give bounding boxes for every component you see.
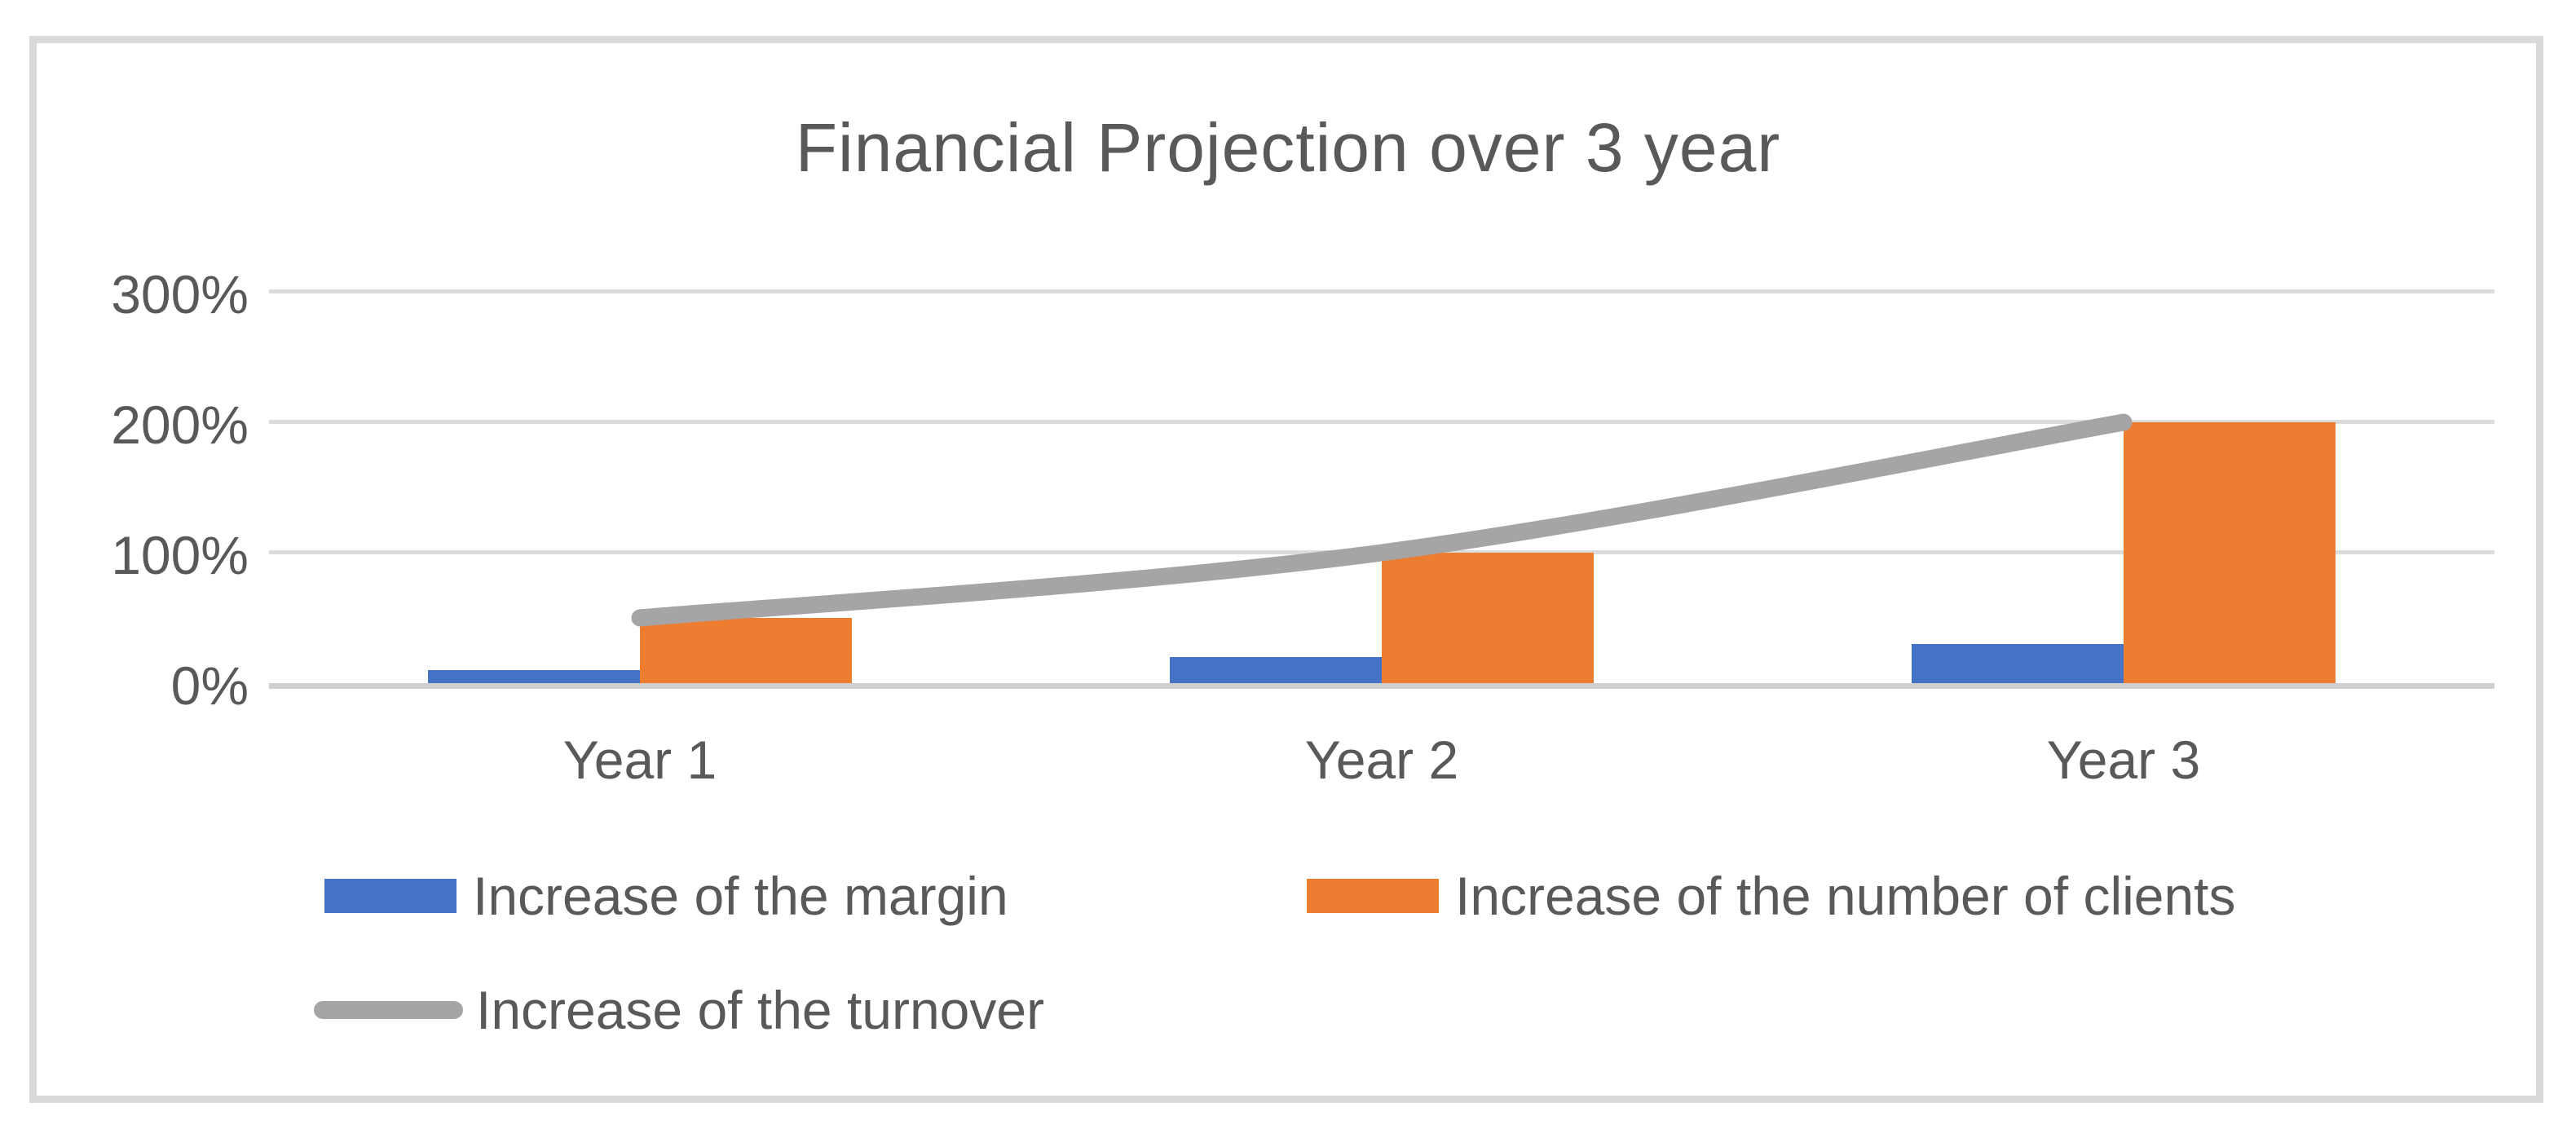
legend-swatch-increase-of-the-margin (324, 879, 457, 913)
gridline-300 (269, 289, 2494, 293)
bar-increase-of-the-margin-year-1 (428, 670, 640, 683)
ytick-300: 300% (111, 264, 249, 324)
x-axis-line (269, 683, 2494, 689)
legend-label-increase-of-the-number-of-clients: Increase of the number of clients (1455, 866, 2236, 926)
xtick-year-2: Year 2 (1304, 730, 1459, 790)
ytick-200: 200% (111, 395, 249, 455)
legend-item-increase-of-the-margin: Increase of the margin (324, 869, 1008, 923)
legend-swatch-increase-of-the-number-of-clients (1307, 879, 1439, 913)
ytick-0: 0% (170, 655, 249, 716)
legend-item-increase-of-the-turnover: Increase of the turnover (314, 983, 1044, 1037)
legend-label-increase-of-the-turnover: Increase of the turnover (476, 980, 1045, 1040)
bar-increase-of-the-number-of-clients-year-2 (1382, 553, 1594, 683)
chart-title: Financial Projection over 3 year (795, 109, 1781, 186)
legend-swatch-increase-of-the-turnover (314, 1001, 463, 1019)
bar-increase-of-the-number-of-clients-year-3 (2124, 422, 2336, 683)
bar-increase-of-the-margin-year-3 (1912, 644, 2124, 683)
xtick-year-3: Year 3 (2046, 730, 2201, 790)
ytick-100: 100% (111, 525, 249, 585)
legend-label-increase-of-the-margin: Increase of the margin (473, 866, 1008, 926)
xtick-year-1: Year 1 (562, 730, 717, 790)
legend-item-increase-of-the-number-of-clients: Increase of the number of clients (1307, 869, 2236, 923)
bar-increase-of-the-number-of-clients-year-1 (640, 618, 852, 683)
bar-increase-of-the-margin-year-2 (1170, 657, 1382, 683)
